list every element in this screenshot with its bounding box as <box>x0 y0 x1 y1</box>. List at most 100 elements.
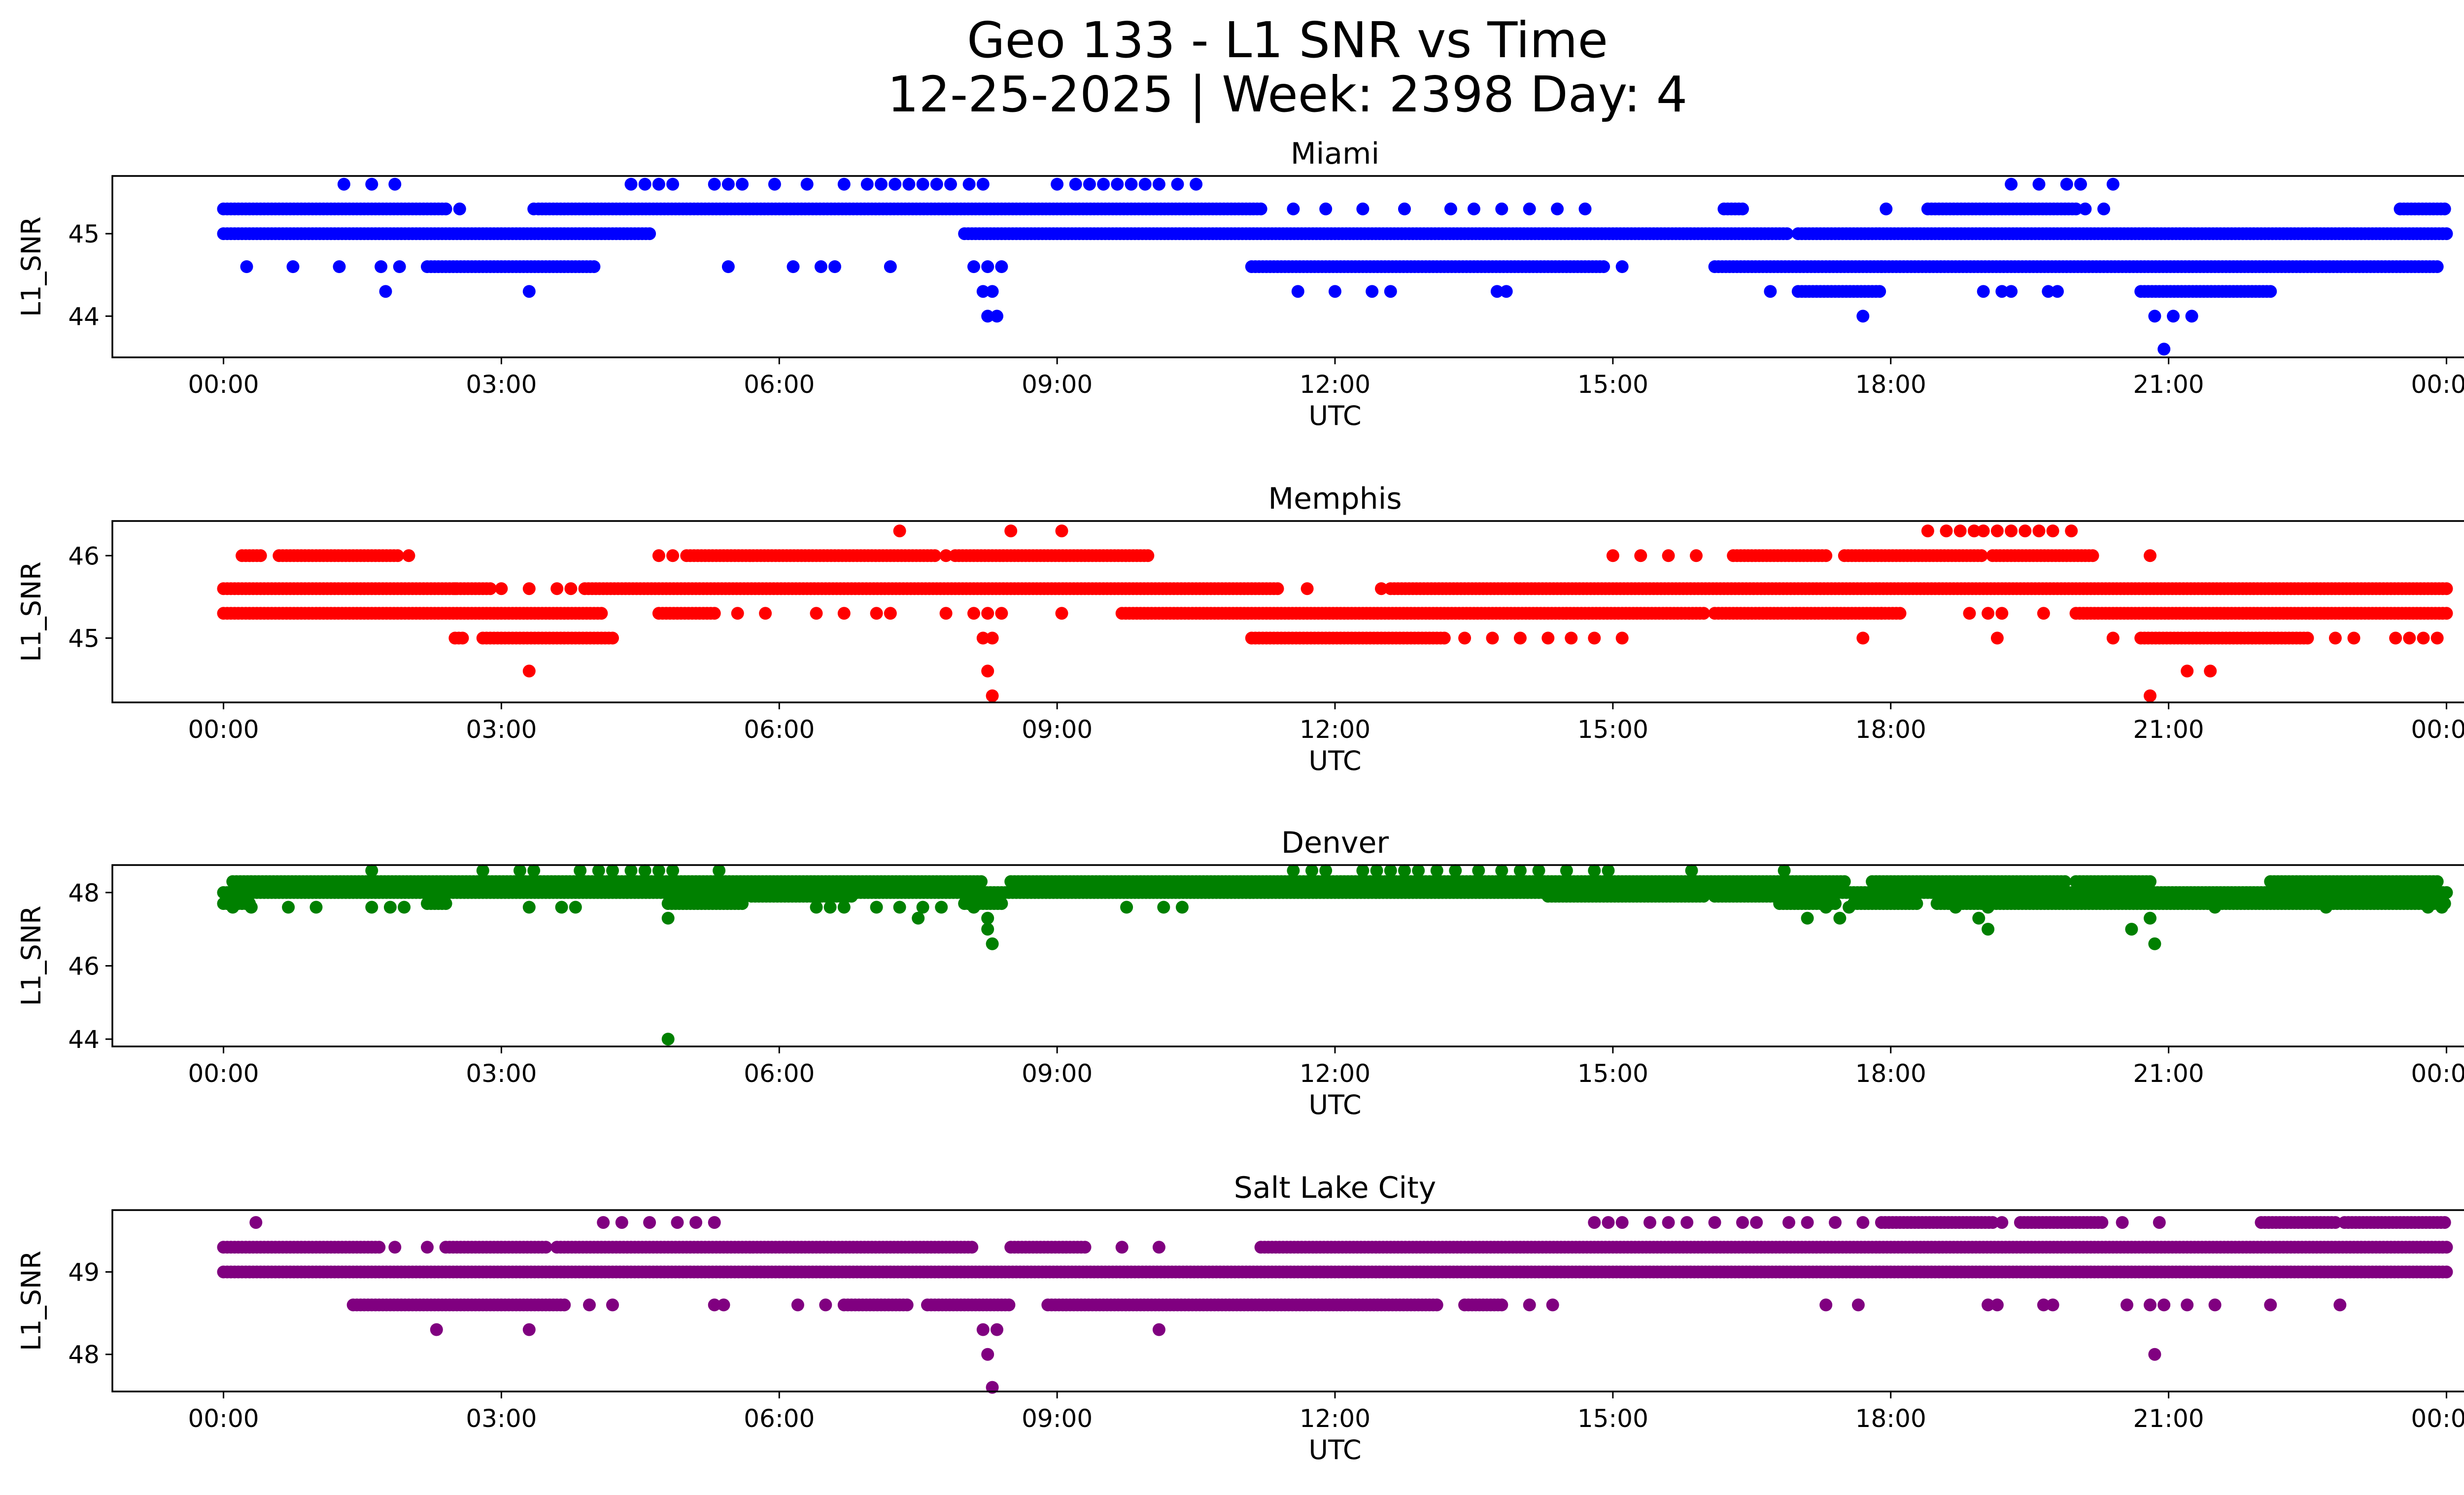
data-point <box>2125 923 2138 936</box>
x-axis-label: UTC <box>1308 1089 1361 1120</box>
data-point <box>2347 631 2361 645</box>
data-point <box>1120 901 1133 914</box>
data-point <box>595 607 608 620</box>
data-point <box>1356 864 1369 877</box>
data-point <box>965 1241 979 1254</box>
data-point <box>2148 310 2161 323</box>
data-point <box>1366 285 1379 298</box>
y-axis-label: L1_SNR <box>16 216 47 317</box>
data-point <box>2185 310 2198 323</box>
data-point <box>1125 177 1138 191</box>
data-point <box>1437 631 1451 645</box>
data-point <box>995 607 1008 620</box>
data-point <box>1588 864 1601 877</box>
data-point <box>1995 285 2009 298</box>
data-point <box>1375 582 1388 595</box>
x-tick-label: 18:00 <box>1855 370 1926 399</box>
data-point <box>661 911 675 925</box>
y-tick-label: 46 <box>68 542 100 570</box>
data-point <box>823 901 837 914</box>
data-point <box>666 549 680 562</box>
data-point <box>976 177 990 191</box>
data-point <box>2065 524 2078 538</box>
data-point <box>1975 549 1988 562</box>
x-tick-label: 06:00 <box>744 370 815 399</box>
data-point <box>666 177 680 191</box>
data-point <box>2144 689 2156 702</box>
data-point <box>2042 285 2055 298</box>
data-point <box>1370 864 1383 877</box>
data-point <box>1662 549 1675 562</box>
data-point <box>2086 549 2099 562</box>
data-point <box>1977 285 1990 298</box>
data-point <box>1300 582 1314 595</box>
scatter-series-miami <box>217 177 2453 356</box>
data-point <box>398 901 411 914</box>
data-point <box>391 549 404 562</box>
data-point <box>1921 524 1934 538</box>
data-point <box>1634 549 1647 562</box>
data-point <box>379 285 392 298</box>
x-tick-label: 15:00 <box>1577 1059 1648 1088</box>
data-point <box>1833 911 1847 925</box>
data-point <box>991 310 1003 323</box>
data-point <box>375 260 388 273</box>
data-point <box>1190 177 1203 191</box>
data-point <box>975 875 988 888</box>
data-point <box>1051 177 1064 191</box>
data-point <box>1083 177 1096 191</box>
data-point <box>981 260 994 273</box>
y-tick-label: 44 <box>68 302 100 331</box>
data-point <box>2438 202 2451 215</box>
data-point <box>967 901 980 914</box>
data-point <box>1384 864 1397 877</box>
data-point <box>2069 202 2083 215</box>
data-point <box>939 549 953 562</box>
data-point <box>555 901 568 914</box>
data-point <box>2421 901 2434 914</box>
data-point <box>731 607 744 620</box>
x-tick-label: 21:00 <box>2133 370 2204 399</box>
data-point <box>708 177 721 191</box>
data-point <box>1990 631 2004 645</box>
data-point <box>539 1241 552 1254</box>
data-point <box>1523 202 1536 215</box>
data-point <box>1697 890 1711 903</box>
data-point <box>1305 864 1318 877</box>
data-point <box>522 285 536 298</box>
x-tick-label: 18:00 <box>1855 715 1926 744</box>
data-point <box>884 260 897 273</box>
data-point <box>309 901 323 914</box>
data-point <box>1736 202 1749 215</box>
data-point <box>1157 901 1170 914</box>
data-point <box>1972 911 1985 925</box>
data-point <box>2181 664 2194 678</box>
data-point <box>2051 285 2064 298</box>
data-point <box>1138 177 1152 191</box>
data-point <box>860 177 874 191</box>
data-point <box>1078 1241 1092 1254</box>
data-point <box>1384 285 1397 298</box>
data-point <box>1977 524 1990 538</box>
figure-title-line-1: Geo 133 - L1 SNR vs Time <box>967 11 1608 69</box>
data-point <box>2320 901 2333 914</box>
data-point <box>527 202 541 215</box>
x-tick-label: 09:00 <box>1022 1059 1093 1088</box>
data-point <box>2005 524 2018 538</box>
data-point <box>1940 524 1953 538</box>
data-point <box>2032 524 2046 538</box>
data-point <box>1458 631 1472 645</box>
data-point <box>893 524 906 538</box>
data-point <box>902 177 916 191</box>
data-point <box>495 582 508 595</box>
data-point <box>652 177 665 191</box>
data-point <box>527 864 541 877</box>
data-point <box>912 911 925 925</box>
data-point <box>916 901 929 914</box>
x-tick-label: 00:00 <box>2411 715 2464 744</box>
data-point <box>1963 607 1976 620</box>
data-point <box>587 260 601 273</box>
data-point <box>986 631 999 645</box>
x-tick-label: 15:00 <box>1577 370 1648 399</box>
